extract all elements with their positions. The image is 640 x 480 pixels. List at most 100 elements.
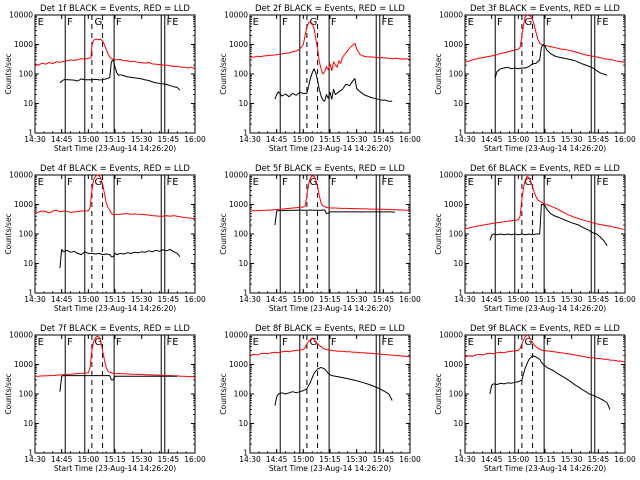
lld-series-line xyxy=(464,175,626,231)
region-label: F xyxy=(282,177,288,188)
x-axis-label: Start Time (23-Aug-14 14:26:20) xyxy=(484,304,606,313)
x-tick-label: 14:30 xyxy=(239,295,261,304)
region-label: F xyxy=(497,17,503,28)
region-label: F xyxy=(67,337,73,348)
panel-title: Det 8f BLACK = Events, RED = LLD xyxy=(255,324,405,334)
x-tick-label: 14:30 xyxy=(24,135,46,144)
region-label: G xyxy=(525,17,533,28)
x-tick-label: 14:45 xyxy=(51,135,73,144)
y-tick-label: 100 xyxy=(449,70,464,79)
x-tick-label: 15:15 xyxy=(534,295,556,304)
region-label: F xyxy=(116,17,122,28)
x-tick-label: 15:45 xyxy=(588,135,610,144)
y-axis-label: Counts/sec xyxy=(434,213,443,254)
x-tick-label: 16:00 xyxy=(399,455,421,464)
y-tick-label: 100 xyxy=(234,230,249,239)
y-tick-label: 1 xyxy=(458,449,463,458)
region-label: F xyxy=(282,337,288,348)
x-tick-label: 16:00 xyxy=(399,135,421,144)
x-tick-label: 14:45 xyxy=(481,455,503,464)
x-tick-label: 14:45 xyxy=(266,455,288,464)
x-tick-label: 15:00 xyxy=(293,295,315,304)
y-tick-label: 10 xyxy=(453,99,463,108)
y-tick-label: 10 xyxy=(453,259,463,268)
region-label: E xyxy=(38,17,44,28)
region-label: FE xyxy=(167,17,179,28)
y-tick-label: 1 xyxy=(458,129,463,138)
x-tick-label: 15:45 xyxy=(373,455,395,464)
y-tick-label: 10 xyxy=(238,419,248,428)
region-label: F xyxy=(331,177,337,188)
region-label: F xyxy=(282,17,288,28)
y-axis-label: Counts/sec xyxy=(219,53,228,94)
x-tick-label: 15:00 xyxy=(508,135,530,144)
x-tick-label: 15:15 xyxy=(319,295,341,304)
y-tick-label: 1 xyxy=(28,289,33,298)
y-tick-label: 1 xyxy=(243,289,248,298)
y-tick-label: 100 xyxy=(449,230,464,239)
x-tick-label: 16:00 xyxy=(614,455,636,464)
x-tick-label: 16:00 xyxy=(614,295,636,304)
plot-frame xyxy=(464,334,626,454)
region-label: E xyxy=(468,17,474,28)
region-label: FE xyxy=(167,337,179,348)
events-series-line xyxy=(489,204,608,246)
region-label: FE xyxy=(382,17,394,28)
x-tick-label: 15:45 xyxy=(158,295,180,304)
y-tick-label: 1 xyxy=(458,289,463,298)
y-tick-label: 10000 xyxy=(439,171,463,180)
y-axis-label: Counts/sec xyxy=(434,373,443,414)
panel-title: Det 3f BLACK = Events, RED = LLD xyxy=(470,4,620,14)
y-tick-label: 1 xyxy=(28,129,33,138)
x-tick-label: 15:30 xyxy=(346,295,368,304)
events-series-line xyxy=(494,44,608,78)
x-tick-label: 15:00 xyxy=(508,455,530,464)
region-label: G xyxy=(310,177,318,188)
region-label: G xyxy=(310,17,318,28)
y-tick-label: 10000 xyxy=(224,331,248,340)
plot-frame xyxy=(34,174,196,294)
y-tick-label: 10000 xyxy=(439,11,463,20)
lld-series-line xyxy=(34,174,196,220)
x-tick-label: 14:45 xyxy=(266,135,288,144)
x-tick-label: 14:30 xyxy=(454,295,476,304)
y-axis-label: Counts/sec xyxy=(219,373,228,414)
panel-title: Det 9f BLACK = Events, RED = LLD xyxy=(470,324,620,334)
lld-series-line xyxy=(35,335,196,378)
region-label: E xyxy=(253,337,259,348)
region-label: E xyxy=(468,337,474,348)
region-label: E xyxy=(38,337,44,348)
y-tick-label: 10000 xyxy=(9,171,33,180)
y-axis-label: Counts/sec xyxy=(219,213,228,254)
region-label: F xyxy=(497,337,503,348)
x-tick-label: 15:30 xyxy=(346,455,368,464)
region-label: F xyxy=(116,177,122,188)
region-label: E xyxy=(38,177,44,188)
x-tick-label: 15:45 xyxy=(158,135,180,144)
x-tick-label: 15:30 xyxy=(131,455,153,464)
x-axis-label: Start Time (23-Aug-14 14:26:20) xyxy=(54,464,176,473)
region-label: FE xyxy=(382,177,394,188)
x-tick-label: 15:00 xyxy=(78,295,100,304)
x-tick-label: 15:00 xyxy=(293,455,315,464)
region-label: FE xyxy=(597,17,609,28)
y-axis-label: Counts/sec xyxy=(4,53,13,94)
x-tick-label: 14:30 xyxy=(24,295,46,304)
x-tick-label: 16:00 xyxy=(184,135,206,144)
plot-frame xyxy=(464,14,626,134)
plot-frame xyxy=(34,334,196,454)
y-tick-label: 10000 xyxy=(9,331,33,340)
y-tick-label: 10000 xyxy=(9,11,33,20)
y-tick-label: 10000 xyxy=(224,171,248,180)
region-label: F xyxy=(546,337,552,348)
x-tick-label: 15:30 xyxy=(561,455,583,464)
y-tick-label: 10 xyxy=(23,419,33,428)
x-tick-label: 15:30 xyxy=(561,295,583,304)
region-label: F xyxy=(331,337,337,348)
events-series-line xyxy=(274,209,395,226)
lld-series-line xyxy=(249,175,410,212)
events-series-line xyxy=(489,355,611,410)
